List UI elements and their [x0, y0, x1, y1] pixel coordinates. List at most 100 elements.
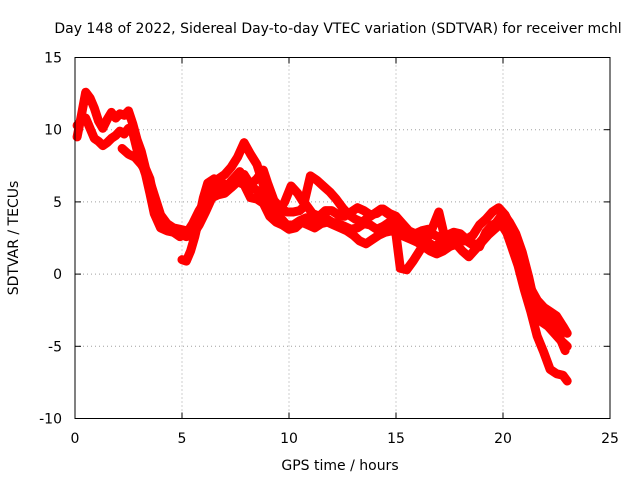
data-point [366, 221, 375, 229]
data-point [289, 208, 298, 216]
data-point [329, 221, 338, 229]
x-tick-label: 15 [387, 431, 405, 447]
data-point [563, 329, 572, 338]
data-point [115, 109, 124, 118]
data-point [441, 235, 450, 244]
data-point [90, 104, 99, 112]
data-point [81, 88, 90, 97]
data-point [310, 223, 319, 232]
tick-label-layer: 0 5 10 15 20 25 -10 -5 0 5 10 15 [39, 51, 619, 448]
data-point [124, 150, 133, 159]
data-point [107, 108, 116, 117]
data-point [464, 252, 473, 261]
data-point [220, 170, 229, 179]
data-point [73, 132, 82, 141]
data-point [130, 153, 139, 162]
y-tick-label: -5 [48, 339, 62, 355]
data-point [323, 218, 332, 227]
data-point [295, 206, 304, 215]
data-point [111, 114, 120, 123]
data-point [150, 190, 159, 199]
data-point [415, 247, 424, 255]
data-point [103, 115, 112, 124]
data-point [332, 195, 341, 203]
data-point [447, 238, 456, 247]
data-point [556, 336, 565, 345]
data-point [315, 212, 323, 221]
data-point [98, 124, 107, 133]
data-point [368, 235, 377, 244]
data-point [306, 171, 315, 180]
data-point [409, 257, 418, 266]
data-point [550, 329, 559, 338]
data-point [439, 247, 448, 255]
data-point [353, 203, 362, 212]
data-point [265, 212, 274, 221]
data-point [374, 231, 383, 240]
data-point [252, 174, 261, 183]
data-point [287, 182, 296, 190]
data-point [563, 342, 572, 351]
series-track-3 [117, 144, 570, 356]
data-point [552, 369, 561, 378]
data-point [469, 231, 477, 240]
data-point [426, 247, 435, 255]
data-point [396, 264, 405, 273]
data-point [195, 213, 204, 222]
x-tick-label: 25 [601, 431, 619, 447]
data-point [216, 177, 225, 186]
data-point [182, 257, 191, 266]
data-point [558, 322, 567, 331]
data-point [246, 150, 255, 159]
data-point [199, 193, 208, 202]
data-point [432, 249, 441, 258]
data-point [133, 145, 142, 154]
x-tick-label: 5 [178, 431, 187, 447]
data-point [336, 223, 345, 232]
data-point [479, 234, 488, 242]
data-point [291, 223, 300, 232]
data-point [364, 213, 373, 222]
data-point [492, 218, 501, 227]
data-point [86, 124, 94, 133]
data-point [233, 153, 242, 162]
data-point [169, 223, 178, 232]
data-point [499, 209, 507, 218]
data-point [546, 307, 555, 316]
data-point [558, 371, 567, 380]
y-tick-label: 5 [53, 195, 62, 211]
data-point [353, 223, 362, 232]
data-point [398, 219, 407, 228]
data-point [259, 166, 268, 175]
data-point [98, 141, 107, 150]
data-point [327, 206, 336, 215]
data-point [359, 206, 368, 215]
data-point [546, 365, 555, 374]
plot-area [72, 87, 572, 386]
data-point [111, 131, 120, 140]
data-point [481, 215, 490, 224]
data-point [563, 377, 572, 385]
data-point [214, 184, 223, 193]
data-point [458, 247, 467, 255]
data-point [505, 218, 514, 227]
data-point [349, 231, 358, 240]
data-point [473, 241, 482, 250]
data-point [486, 225, 495, 234]
data-point [120, 111, 129, 120]
data-point [90, 134, 99, 143]
data-point [156, 210, 165, 219]
data-point [128, 128, 137, 137]
data-point [77, 117, 86, 125]
data-point [107, 134, 116, 143]
y-tick-label: -10 [39, 412, 62, 428]
data-point [118, 144, 127, 153]
data-point [539, 348, 548, 357]
data-point [240, 138, 249, 147]
data-point [317, 219, 326, 228]
data-point [407, 235, 415, 244]
series-band [72, 113, 572, 338]
data-point [370, 209, 379, 218]
data-point [86, 93, 94, 102]
data-point [137, 160, 146, 169]
